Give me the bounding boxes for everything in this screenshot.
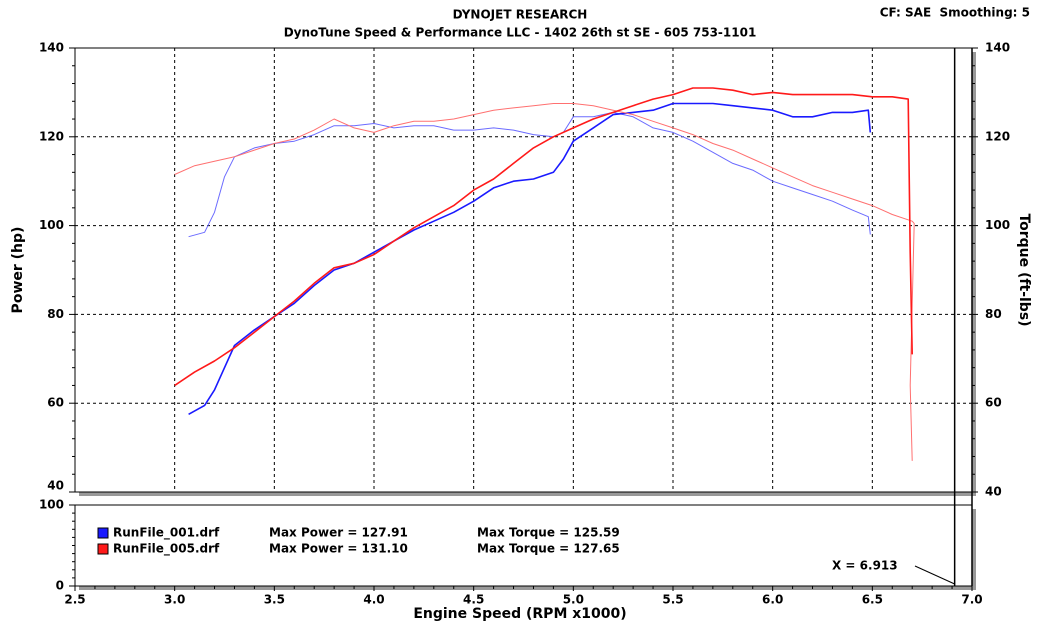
- x-tick-label: 3.5: [264, 593, 285, 607]
- legend-swatch: [97, 543, 109, 555]
- settings-label: CF: SAE Smoothing: 5: [880, 6, 1030, 20]
- lower-tick-label: 100: [39, 498, 64, 512]
- lower-area: [74, 504, 973, 587]
- x-tick-label: 3.0: [164, 593, 185, 607]
- legend-max-torque: Max Torque = 125.59: [477, 526, 620, 540]
- torque-line: [174, 103, 915, 461]
- x-tick-label: 5.5: [662, 593, 683, 607]
- y-tick-label: 60: [47, 396, 64, 410]
- x-tick-label: 5.0: [563, 593, 584, 607]
- y-tick-label: 80: [47, 307, 64, 321]
- y2-tick-label: 40: [985, 485, 1002, 499]
- legend-swatch: [97, 527, 109, 539]
- plot-area: [74, 47, 973, 493]
- chart-title: DYNOJET RESEARCH: [453, 8, 588, 22]
- y-tick-label: 120: [39, 129, 64, 143]
- y-axis-title: Power (hp): [10, 227, 26, 314]
- x-tick-label: 4.5: [463, 593, 484, 607]
- y2-tick-label: 140: [985, 41, 1010, 55]
- y-tick-label: 40: [47, 479, 64, 493]
- legend-max-power: Max Power = 127.91: [269, 526, 408, 540]
- x-tick-label: 4.0: [363, 593, 384, 607]
- cursor-label: X = 6.913: [832, 559, 898, 573]
- x-tick-label: 7.0: [961, 593, 982, 607]
- y-tick-label: 140: [39, 41, 64, 55]
- x-axis-title: Engine Speed (RPM x1000): [413, 606, 626, 622]
- x-tick-label: 6.0: [762, 593, 783, 607]
- legend-name: RunFile_001.drf: [113, 526, 220, 541]
- chart-subtitle: DynoTune Speed & Performance LLC - 1402 …: [284, 26, 757, 40]
- legend-max-power: Max Power = 131.10: [269, 542, 408, 556]
- x-tick-label: 2.5: [64, 593, 85, 607]
- y2-tick-label: 120: [985, 129, 1010, 143]
- y2-tick-label: 60: [985, 396, 1002, 410]
- y2-axis-title: Torque (ft-lbs): [1016, 213, 1032, 326]
- legend-name: RunFile_005.drf: [113, 542, 220, 557]
- y2-tick-label: 100: [985, 218, 1010, 232]
- power-line: [174, 87, 913, 387]
- cursor-pointer: [914, 565, 955, 585]
- x-tick-label: 6.5: [862, 593, 883, 607]
- y2-tick-label: 80: [985, 307, 1002, 321]
- torque-line: [188, 111, 871, 238]
- y-tick-label: 100: [39, 218, 64, 232]
- lower-tick-label: 0: [56, 579, 64, 593]
- legend-max-torque: Max Torque = 127.65: [477, 542, 620, 556]
